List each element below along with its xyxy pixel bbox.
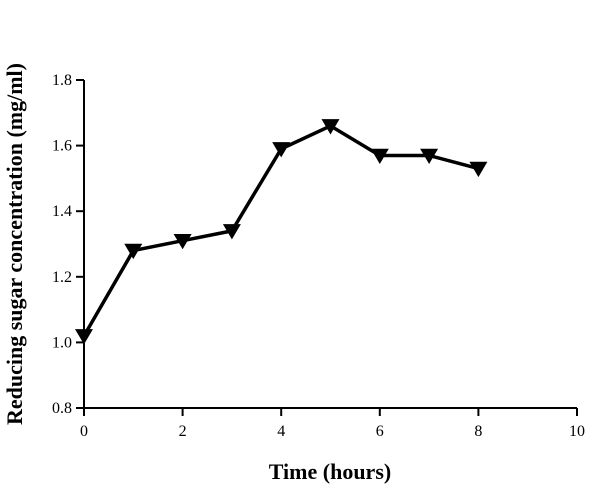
- data-point-marker: [321, 119, 340, 135]
- y-axis-title: Reducing sugar concentration (mg/ml): [2, 63, 27, 425]
- y-tick-label: 1.0: [52, 334, 72, 351]
- data-point-marker: [272, 142, 291, 158]
- y-tick-label: 0.8: [52, 400, 72, 417]
- x-axis-title: Time (hours): [269, 459, 391, 484]
- data-point-marker: [469, 161, 488, 178]
- y-tick-label: 1.6: [52, 138, 72, 155]
- x-tick-label: 4: [277, 423, 285, 440]
- y-tick-label: 1.8: [52, 72, 72, 89]
- x-tick-label: 8: [474, 423, 482, 440]
- y-tick-label: 1.4: [52, 203, 72, 220]
- data-point-marker: [420, 148, 439, 164]
- data-point-marker: [75, 329, 93, 345]
- data-point-marker: [173, 233, 192, 250]
- x-tick-label: 6: [376, 423, 384, 440]
- data-point-marker: [124, 243, 143, 260]
- y-tick-label: 1.2: [52, 269, 72, 286]
- y-axis-ticks: 0.8 1.0 1.2 1.4 1.6 1.8: [52, 72, 84, 417]
- x-tick-label: 2: [179, 423, 187, 440]
- x-tick-label: 0: [80, 423, 88, 440]
- x-axis-ticks: 0 2 4 6 8 10: [80, 408, 585, 440]
- plot-area: 0.8 1.0 1.2 1.4 1.6 1.8 0 2 4 6 8 10: [52, 72, 585, 440]
- series-markers: [75, 119, 488, 345]
- x-tick-label: 10: [569, 423, 585, 440]
- data-point-marker: [370, 148, 389, 164]
- data-point-marker: [222, 224, 241, 240]
